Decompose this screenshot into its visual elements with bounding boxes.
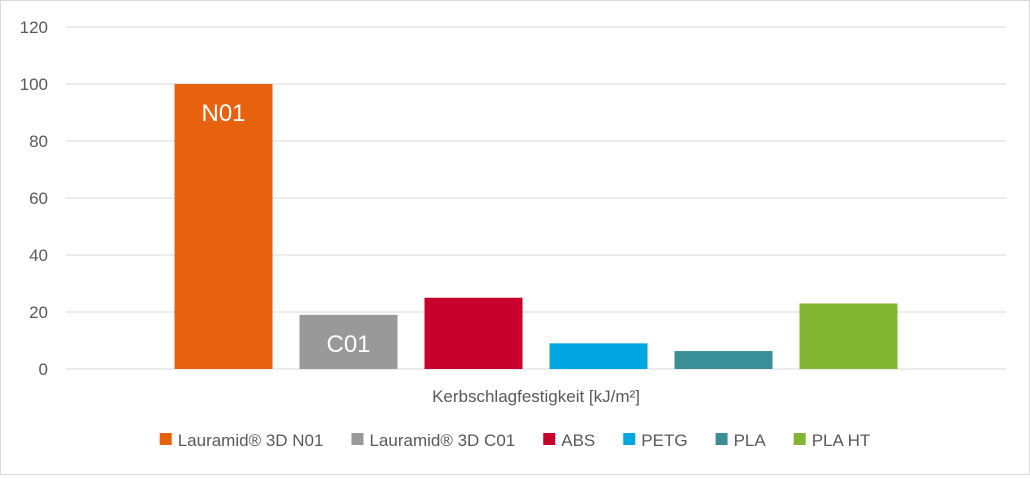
bar bbox=[424, 297, 523, 369]
bar bbox=[299, 314, 398, 369]
y-tick-label: 80 bbox=[29, 132, 48, 151]
legend-item: Lauramid® 3D N01 bbox=[159, 431, 324, 450]
legend-label: PETG bbox=[641, 431, 687, 450]
legend-item: PLA bbox=[715, 431, 767, 450]
bar bbox=[549, 343, 648, 369]
y-tick-label: 20 bbox=[29, 303, 48, 322]
bar-data-label: C01 bbox=[326, 331, 370, 358]
bars bbox=[174, 84, 898, 369]
legend-swatch bbox=[793, 433, 806, 445]
y-tick-label: 40 bbox=[29, 246, 48, 265]
legend-item: ABS bbox=[543, 431, 595, 450]
y-tick-label: 60 bbox=[29, 189, 48, 208]
y-axis-tick-labels: 0 20 40 60 80 100 120 bbox=[20, 18, 48, 379]
legend-item: PLA HT bbox=[793, 431, 871, 450]
y-tick-label: 120 bbox=[20, 18, 48, 37]
bar-data-label: N01 bbox=[201, 100, 245, 127]
x-axis-title: Kerbschlagfestigkeit [kJ/m²] bbox=[432, 387, 640, 406]
legend-label: Lauramid® 3D C01 bbox=[369, 431, 515, 450]
data-labels: N01 C01 bbox=[201, 100, 370, 358]
legend: Lauramid® 3D N01 Lauramid® 3D C01 ABS PETG P… bbox=[159, 431, 871, 450]
bar bbox=[799, 303, 898, 369]
legend-swatch bbox=[543, 433, 556, 445]
bar bbox=[674, 351, 773, 369]
legend-swatch bbox=[623, 433, 636, 445]
legend-label: PLA HT bbox=[812, 431, 871, 450]
legend-label: ABS bbox=[561, 431, 595, 450]
legend-swatch bbox=[351, 433, 364, 445]
legend-label: PLA bbox=[734, 431, 767, 450]
legend-item: Lauramid® 3D C01 bbox=[351, 431, 515, 450]
legend-swatch bbox=[715, 433, 728, 445]
y-tick-label: 0 bbox=[39, 360, 48, 379]
bar bbox=[174, 84, 273, 369]
legend-label: Lauramid® 3D N01 bbox=[178, 431, 324, 450]
legend-item: PETG bbox=[623, 431, 688, 450]
y-tick-label: 100 bbox=[20, 75, 48, 94]
legend-swatch bbox=[159, 433, 172, 445]
